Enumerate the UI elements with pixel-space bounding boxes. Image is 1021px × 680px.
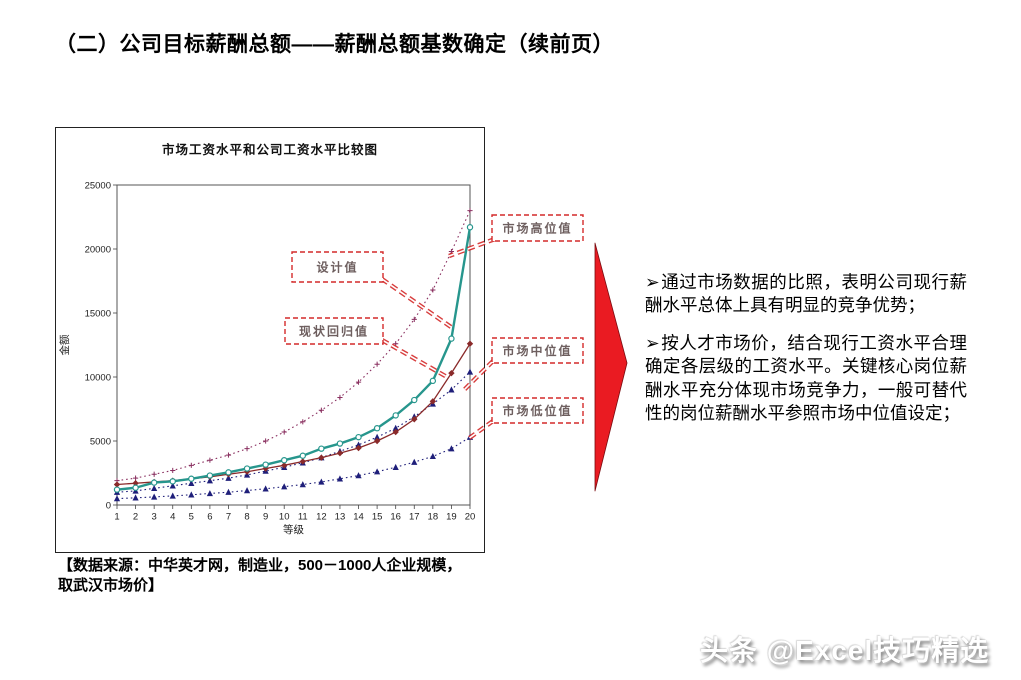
chart-title: 市场工资水平和公司工资水平比较图 [162,142,378,157]
svg-text:4: 4 [170,512,175,523]
svg-text:20000: 20000 [85,245,111,256]
svg-text:设计值: 设计值 [316,260,358,275]
callout-label-市场低位值: 市场低位值 [491,397,584,424]
bullet-text-1: 通过市场数据的比照，表明公司现行薪酬水平总体上具有明显的竞争优势； [645,272,967,316]
right-arrow-icon [594,242,628,492]
callout-label-现状回归值: 现状回归值 [284,317,384,345]
svg-text:15000: 15000 [85,309,111,320]
svg-text:17: 17 [409,512,420,523]
callout-label-设计值: 设计值 [291,251,384,283]
plot-area [116,184,471,506]
x-axis: 1 2 3 4 5 6 7 8 9 10 11 12 13 14 15 16 17 18 19 20 [114,505,475,523]
svg-text:10000: 10000 [85,373,111,384]
svg-text:1: 1 [114,512,119,523]
x-axis-label: 等级 [283,523,304,536]
svg-text:14: 14 [353,512,364,523]
bullet-text-2: 按人才市场价，结合现行工资水平合理确定各层级的工资水平。关键核心岗位薪酬水平充分… [645,332,967,424]
series-市场高位值 [114,208,473,484]
callout-leader-市场中位值 [462,359,495,392]
series-市场中位值 [113,368,474,495]
chart-canvas: 市场工资水平和公司工资水平比较图 0 5000 10000 15000 20000 2500… [55,127,584,553]
svg-text:10: 10 [279,512,290,523]
svg-text:15: 15 [372,512,383,523]
callout-leader-市场低位值 [466,419,495,441]
callout-leader-设计值 [380,277,453,329]
svg-text:3: 3 [152,512,157,523]
callout-leader-市场高位值 [448,236,496,259]
svg-text:7: 7 [226,512,231,523]
y-axis-label: 金额 [58,334,71,355]
svg-text:25000: 25000 [85,181,111,192]
bullet-point-2: ➢按人才市场价，结合现行工资水平合理确定各层级的工资水平。关键核心岗位薪酬水平充… [645,332,967,426]
svg-text:20: 20 [465,512,476,523]
bullet-point-1: ➢通过市场数据的比照，表明公司现行薪酬水平总体上具有明显的竞争优势； [645,271,967,318]
callout-leader-现状回归值 [380,338,449,379]
svg-text:市场低位值: 市场低位值 [502,403,572,418]
svg-text:12: 12 [316,512,327,523]
watermark: 头条 @Excel技巧精选 [700,635,990,666]
wage-comparison-chart: 市场工资水平和公司工资水平比较图 0 5000 10000 15000 20000 2500… [55,127,600,557]
data-source-note: 【数据来源：中华英才网，制造业，500－1000人企业规模， 取武汉市场价】 [58,556,508,597]
svg-text:13: 13 [335,512,346,523]
page-title: （二）公司目标薪酬总额——薪酬总额基数确定（续前页） [55,33,614,56]
series-设计值 [113,224,474,493]
svg-text:16: 16 [390,512,401,523]
svg-text:18: 18 [428,512,439,523]
svg-text:19: 19 [446,512,457,523]
key-points: ➢通过市场数据的比照，表明公司现行薪酬水平总体上具有明显的竞争优势； ➢按人才市… [645,271,967,440]
svg-text:11: 11 [298,512,308,523]
source-line-1: 【数据来源：中华英才网，制造业，500－1000人企业规模， [58,557,462,574]
svg-text:6: 6 [207,512,212,523]
svg-text:8: 8 [244,512,249,523]
svg-text:5: 5 [189,512,194,523]
callout-label-市场高位值: 市场高位值 [491,214,584,242]
red-arrow-shape [586,236,636,498]
arrow-bullet-icon: ➢ [645,272,660,292]
y-axis: 0 5000 10000 15000 20000 25000 [85,181,117,512]
svg-text:2: 2 [133,512,138,523]
svg-text:9: 9 [263,512,268,523]
svg-text:现状回归值: 现状回归值 [299,324,369,339]
arrow-bullet-icon: ➢ [645,332,660,353]
callout-label-市场中位值: 市场中位值 [491,337,584,364]
svg-text:市场高位值: 市场高位值 [502,221,572,236]
svg-text:市场中位值: 市场中位值 [502,343,572,358]
svg-text:0: 0 [106,501,111,512]
svg-text:5000: 5000 [90,437,111,448]
source-line-2: 取武汉市场价】 [58,577,164,595]
